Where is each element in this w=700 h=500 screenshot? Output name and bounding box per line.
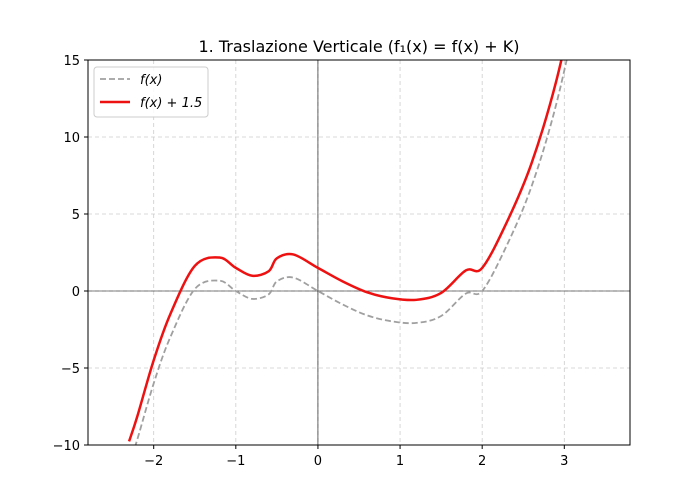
series-line-fx: [134, 60, 568, 445]
y-tick-label: 10: [63, 131, 80, 146]
series-layer: [127, 60, 568, 445]
zero-axes: [88, 60, 630, 445]
legend-label-fx: f(x): [140, 73, 162, 88]
x-tick-label: 3: [560, 454, 568, 469]
series-line-fx-shifted: [127, 60, 563, 442]
x-tick-label: −2: [144, 454, 163, 469]
x-tick-label: −1: [226, 454, 245, 469]
x-tick-label: 1: [396, 454, 404, 469]
y-tick-label: 0: [72, 285, 80, 300]
y-tick-label: −10: [53, 439, 80, 454]
legend: f(x) f(x) + 1.5: [93, 66, 209, 118]
y-tick-label: 5: [72, 208, 80, 223]
legend-label-fx-shifted: f(x) + 1.5: [140, 96, 202, 111]
chart-title: 1. Traslazione Verticale (f₁(x) = f(x) +…: [199, 37, 520, 56]
y-tick-label: 15: [63, 54, 80, 69]
plot-frame: [87, 59, 631, 446]
y-tick-label: −5: [61, 362, 80, 377]
x-tick-label: 2: [478, 454, 486, 469]
x-tick-label: 0: [314, 454, 322, 469]
